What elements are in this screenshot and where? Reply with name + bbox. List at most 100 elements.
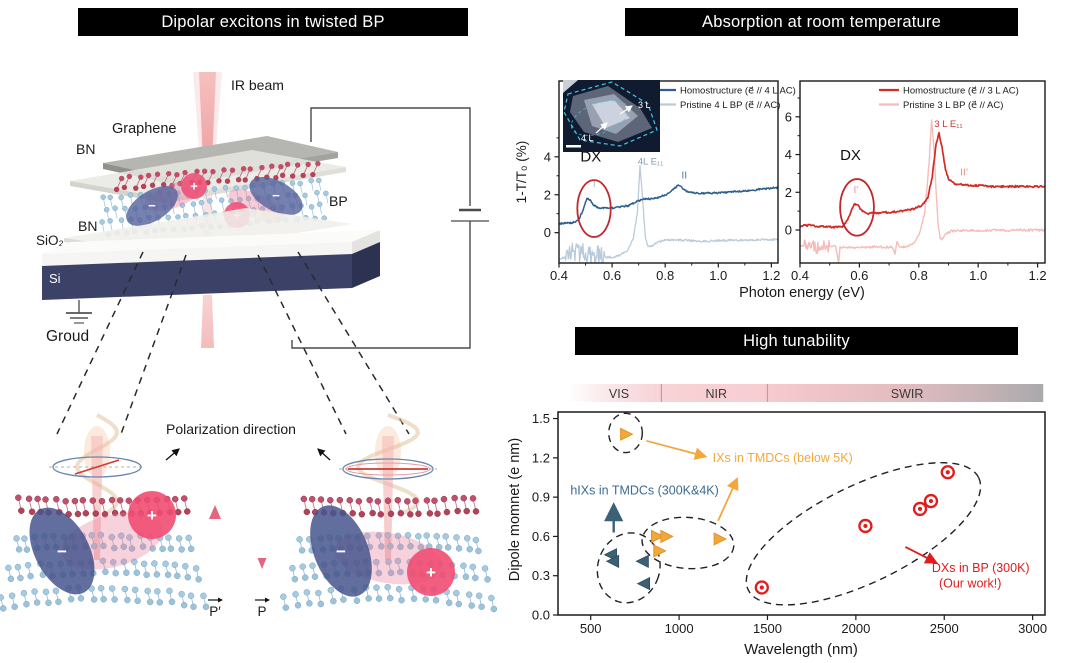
light-wave [75,413,120,516]
x-tick-label: 0.4 [550,268,568,283]
electron-blob [29,507,95,595]
polarization-inner-ellipse [345,462,431,476]
data-point-dot [759,585,764,590]
electron-blob [249,177,303,215]
minus-sign: − [148,198,156,213]
flake-dashed-outline [563,81,658,147]
p-prime-arrowhead [209,505,221,519]
cluster-ellipse [596,532,661,604]
x-tick-label: 1000 [665,621,694,636]
data-point [713,532,727,546]
minus-sign: − [336,542,346,561]
photon-energy-axis-label: Photon energy (eV) [739,285,865,301]
y-tick-label: 1.2 [532,450,550,465]
x-tick-label: 2500 [930,621,959,636]
banner-dipolar-excitons: Dipolar excitons in twisted BP [78,8,468,36]
x-tick-label: 1.0 [969,268,987,283]
y-axis-label: 1-T/T₀ (%) [514,141,529,204]
polarization-arrow-right [317,448,331,461]
bp-label: BP [329,193,348,209]
si-side-face [352,242,380,288]
x-tick-label: 1500 [753,621,782,636]
legend-label: Homostructure (e⃗ // 4 L AC) [680,86,796,97]
peak-annotation: 4L E₁₁ [638,156,664,167]
plus-sign: + [426,563,436,582]
y-tick-label: 2 [544,187,551,202]
cluster-ellipse [608,412,644,454]
data-point [635,554,649,568]
x-tick-label: 1.0 [709,268,727,283]
x-tick-label: 1.2 [1029,268,1047,283]
bn-bottom-label: BN [78,218,97,234]
series-triangle-left [603,548,651,591]
band-label-vis: VIS [609,387,629,401]
y-tick-label: 0 [785,222,792,237]
spectrum-curve [559,184,778,226]
plus-sign: + [147,506,157,525]
inset-label-4l: 4 L [581,133,594,143]
hole-blob [128,491,176,539]
series-annotation: (Our work!) [939,576,1002,590]
y-tick-label: 4 [544,149,551,164]
y-tick-label: 6 [785,109,792,124]
legend-label: Pristine 4 L BP (e⃗ // AC) [680,100,780,111]
data-point-dot [928,498,934,504]
polarization-arrow-left [165,448,180,461]
y-tick-label: 4 [785,147,792,162]
dx-ellipse [576,179,612,238]
data-point [620,427,634,441]
electron-blob [126,186,178,226]
data-point-dot [917,506,923,512]
zoom-dashed-line [120,254,187,435]
cluster-ellipse [641,516,735,570]
inset-label-3l: 3 L [638,100,651,110]
oxide-front-face [42,242,352,268]
electron-blob [310,505,372,597]
wavelength-axis-label: Wavelength (nm) [744,641,858,658]
data-point [651,529,665,544]
circuit-wire-top [310,107,471,206]
series-annotation: IXs in TMDCs (below 5K) [713,451,853,465]
series-annotation: DXs in BP (300K) [932,561,1030,575]
bn-top-plate [70,150,346,198]
p-label: P [257,604,266,619]
peak-annotation: DX [580,149,601,166]
legend-label: Pristine 3 L BP (e⃗ // AC) [903,100,1003,111]
polarization-ellipse [342,458,434,480]
x-tick-label: 0.6 [850,268,868,283]
x-tick-label: 3000 [1018,621,1047,636]
spectrum-curve [800,119,1045,263]
x-tick-label: 0.8 [656,268,674,283]
x-tick-label: 0.4 [791,268,809,283]
peak-annotation: II [681,170,687,182]
data-point-dot [863,523,868,529]
banner-high-tunability: High tunability [575,327,1018,355]
ir-beam-below [201,295,214,348]
oxide-top-face [42,230,380,254]
dipole-axis-label: Dipole momnet (e nm) [507,438,523,581]
data-point [605,554,620,568]
scale-bar [566,145,581,148]
si-front-face [42,254,352,300]
polarization-red-line [74,459,120,475]
oxide-side-face [352,230,380,256]
annotation-arrow [646,439,708,460]
plus-sign: + [190,179,198,194]
si-label: Si [49,271,61,286]
cluster-ellipse [745,462,982,606]
inset-arrow-4l [595,122,608,134]
peak-annotation: DX [840,147,861,164]
inset-corner [563,80,578,93]
data-point [660,529,674,544]
band-label-nir: NIR [705,387,727,401]
y-tick-label: 0.0 [532,608,550,623]
p-prime-label: P′ [209,604,221,619]
y-tick-label: 0.6 [532,529,550,544]
y-tick-label: 0.3 [532,568,550,583]
y-tick-label: 2 [785,185,792,200]
spectrum-4l: 0.4 0.6 0.8 1.0 1.2 0 2 4 1-T/T₀ (%) DX I 4L E₁₁ II H… [514,80,796,283]
y-tick-label: 0.9 [532,490,550,505]
data-point [636,576,651,591]
legend-label: Homostructure (e⃗ // 3 L AC) [903,86,1019,97]
